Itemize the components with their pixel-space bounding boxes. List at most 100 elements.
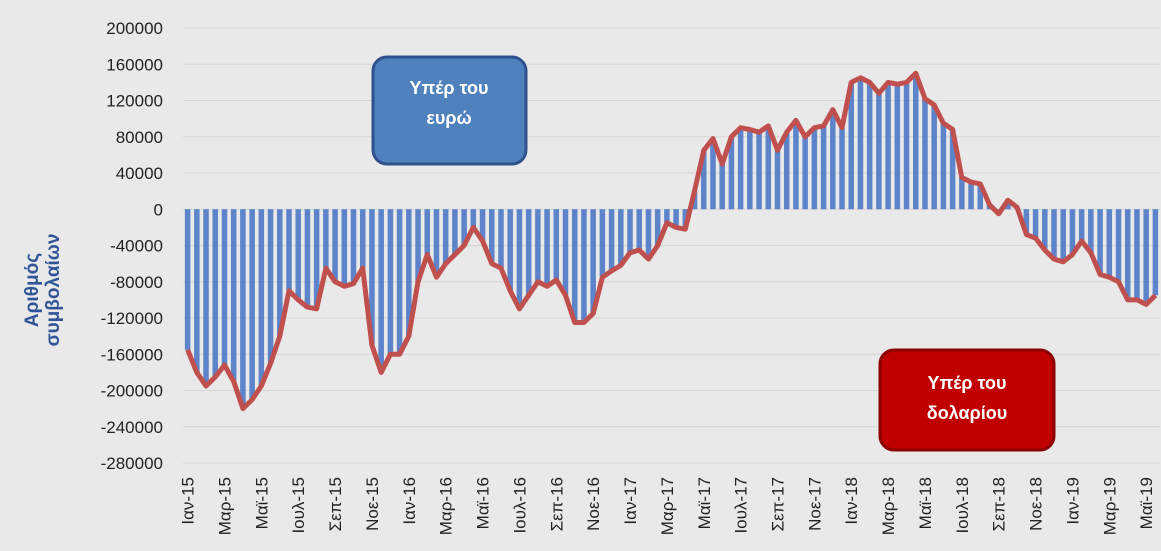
- bar: [1032, 209, 1039, 239]
- bar: [1005, 200, 1011, 210]
- bar: [977, 183, 984, 210]
- x-tick-label: Μαϊ-16: [474, 477, 493, 529]
- y-label-line: Αριθμός: [22, 253, 43, 327]
- bar: [442, 209, 449, 264]
- bar: [1115, 209, 1122, 282]
- bar: [433, 209, 440, 278]
- bar: [267, 209, 274, 364]
- y-tick-label: -200000: [101, 382, 163, 401]
- annotation-text: Υπέρ του: [927, 373, 1006, 393]
- bar: [673, 209, 679, 228]
- bar: [489, 209, 495, 264]
- y-tick-label: 0: [154, 200, 163, 219]
- x-tick-label: Σεπ-16: [547, 477, 566, 531]
- x-tick-label: Ιαν-15: [179, 477, 198, 525]
- y-tick-label: -120000: [101, 309, 163, 328]
- bar: [728, 136, 735, 210]
- bar: [747, 129, 753, 210]
- bar: [341, 209, 348, 287]
- bar: [544, 209, 550, 287]
- bar: [249, 209, 255, 400]
- bar: [535, 209, 541, 282]
- bar: [1051, 209, 1057, 260]
- bar: [618, 209, 624, 266]
- bar: [571, 209, 578, 323]
- bar: [350, 209, 357, 284]
- y-tick-label: -280000: [101, 454, 163, 473]
- x-tick-label: Σεπ-18: [990, 477, 1009, 531]
- bar: [949, 129, 956, 210]
- x-tick-label: Ιουλ-18: [953, 477, 972, 534]
- y-tick-label: 200000: [106, 19, 163, 38]
- bar: [1042, 209, 1048, 251]
- bar: [912, 73, 919, 210]
- bar: [240, 209, 246, 409]
- bar: [903, 82, 910, 210]
- bar: [645, 209, 652, 260]
- bar: [212, 209, 219, 377]
- bar: [369, 209, 375, 346]
- bar: [857, 77, 864, 210]
- bar: [1143, 209, 1149, 305]
- bar: [194, 209, 200, 373]
- bar: [774, 150, 781, 210]
- bar: [922, 98, 928, 210]
- bar: [562, 209, 569, 296]
- x-tick-label: Νοε-16: [584, 477, 603, 531]
- bar: [516, 209, 523, 309]
- bar: [783, 132, 790, 210]
- bar: [479, 209, 486, 241]
- x-tick-label: Μαϊ-18: [916, 477, 935, 529]
- bar: [756, 132, 762, 210]
- bar: [258, 209, 265, 386]
- bar: [1134, 209, 1140, 300]
- bar: [830, 109, 836, 210]
- bar: [553, 209, 560, 280]
- bar: [323, 209, 329, 269]
- bar: [719, 163, 725, 210]
- bar: [203, 209, 209, 386]
- bar: [590, 209, 596, 314]
- bar: [737, 127, 744, 210]
- y-tick-label: 80000: [116, 128, 163, 147]
- x-tick-label: Ιαν-17: [621, 477, 640, 525]
- x-tick-label: Ιουλ-15: [289, 477, 308, 534]
- bar: [359, 209, 366, 269]
- x-tick-label: Ιαν-16: [400, 477, 419, 525]
- y-tick-label: -40000: [110, 237, 163, 256]
- bar: [608, 209, 615, 271]
- bar: [184, 209, 191, 350]
- bar: [968, 182, 974, 210]
- x-tick-label: Ιουλ-16: [510, 477, 529, 534]
- bar: [931, 105, 937, 210]
- bar: [848, 82, 854, 210]
- annotation-text: Υπέρ του: [409, 78, 488, 98]
- x-tick-label: Μαρ-19: [1100, 477, 1119, 535]
- bar: [415, 209, 421, 282]
- x-tick-label: Σεπ-17: [768, 477, 787, 531]
- x-tick-label: Μαϊ-19: [1137, 477, 1156, 529]
- bar: [378, 209, 384, 373]
- annotation-box: [878, 348, 1056, 452]
- annotation-box: [371, 55, 528, 166]
- bar: [940, 123, 947, 210]
- x-tick-label: Μαϊ-15: [252, 477, 271, 529]
- bar: [230, 209, 237, 382]
- annotation-text: δολαρίου: [927, 403, 1007, 423]
- x-tick-label: Ιαν-19: [1063, 477, 1082, 525]
- bar: [793, 120, 799, 210]
- x-tick-label: Μαρ-15: [215, 477, 234, 535]
- bar: [839, 127, 845, 210]
- bar: [470, 209, 477, 228]
- bar: [387, 209, 394, 355]
- x-tick-label: Ιαν-18: [842, 477, 861, 525]
- y-axis-label: Αριθμός συμβολαίων: [22, 234, 64, 347]
- x-tick-label: Μαρ-18: [879, 477, 898, 535]
- annotation: Υπέρ του δολαρίου: [878, 348, 1056, 452]
- bar: [581, 209, 587, 323]
- bar: [1078, 209, 1085, 241]
- bar: [221, 209, 228, 366]
- x-tick-label: Σεπ-15: [326, 477, 345, 531]
- y-tick-label: -160000: [101, 345, 163, 364]
